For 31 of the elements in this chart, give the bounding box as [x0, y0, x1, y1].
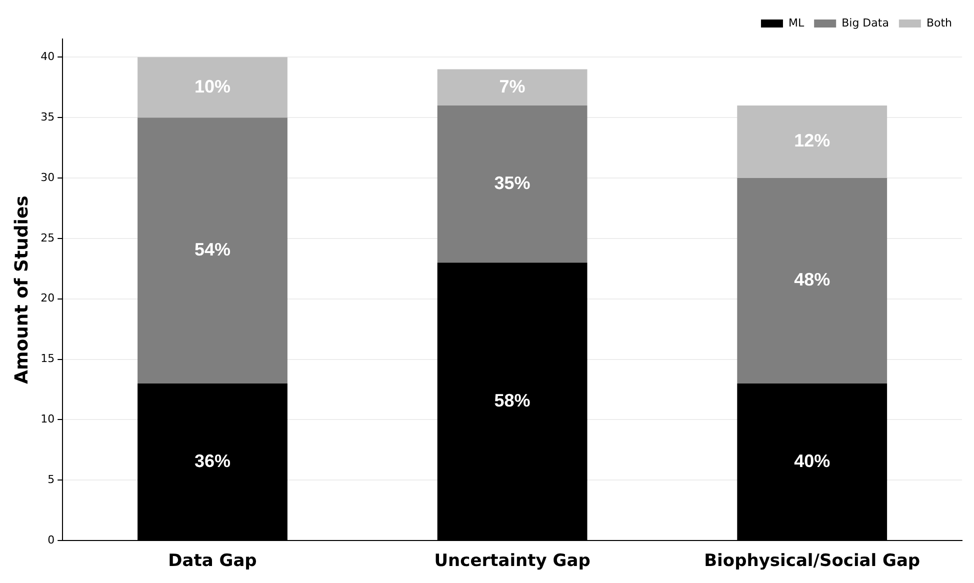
annotation: 12%	[794, 130, 830, 151]
y-tick-label: 15	[40, 352, 55, 366]
bar	[737, 105, 888, 178]
y-tick-label: 0	[48, 533, 55, 546]
y-axis-title: Amount of Studies	[11, 196, 32, 384]
annotation: 35%	[494, 173, 530, 194]
legend-label: ML	[788, 16, 805, 30]
bar	[138, 118, 288, 384]
x-tick-label: Biophysical/Social Gap	[704, 551, 920, 572]
annotation: 10%	[194, 76, 231, 96]
y-tick-label: 10	[40, 412, 55, 426]
annotation: 7%	[499, 76, 526, 96]
annotation: 54%	[194, 239, 231, 260]
legend-label: Both	[926, 16, 952, 30]
bar	[437, 105, 588, 263]
annotation: 48%	[794, 270, 830, 290]
x-tick-label: Uncertainty Gap	[434, 551, 590, 572]
y-tick-label: 5	[48, 473, 55, 486]
y-tick-label: 20	[40, 292, 55, 305]
y-tick-label: 30	[40, 170, 55, 184]
legend-label: Big Data	[842, 16, 889, 30]
y-tick-label: 40	[40, 50, 55, 63]
annotation: 58%	[494, 390, 530, 410]
bar	[437, 69, 588, 106]
annotation: 40%	[794, 450, 830, 471]
annotation: 36%	[194, 450, 231, 471]
x-tick-label: Data Gap	[168, 551, 257, 572]
bar	[737, 178, 888, 384]
y-tick-label: 35	[40, 110, 55, 124]
y-tick-label: 25	[40, 231, 55, 244]
bar	[138, 57, 288, 118]
